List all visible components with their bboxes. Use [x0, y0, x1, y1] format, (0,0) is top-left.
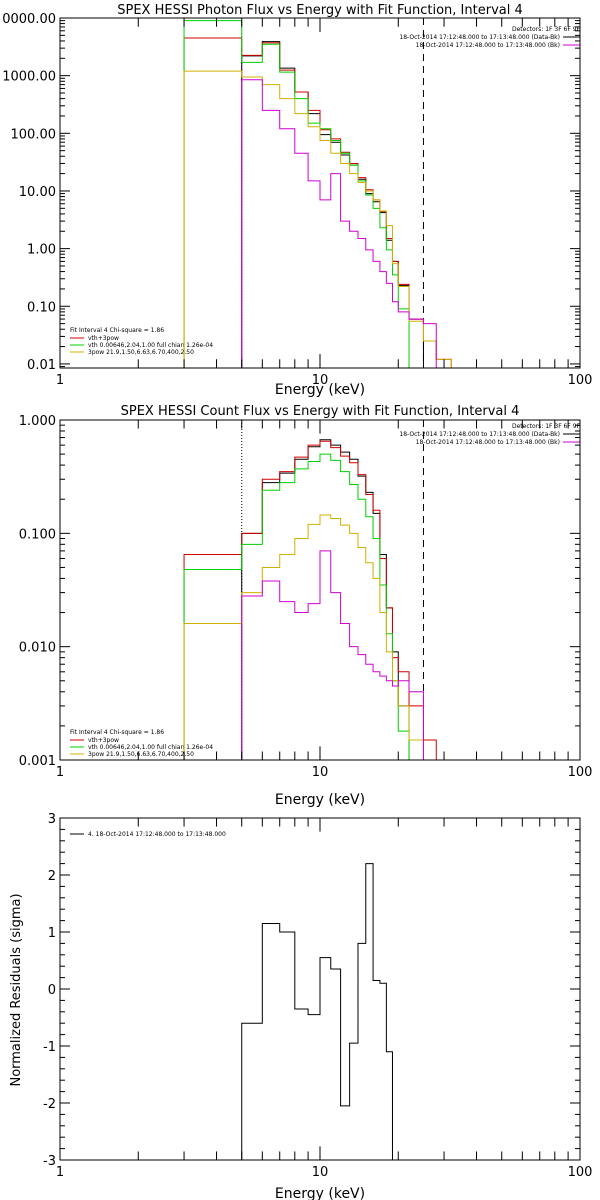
x-axis-label: Energy (keV) [275, 382, 365, 398]
x-axis-label: Energy (keV) [275, 1186, 365, 1200]
legend-label-nonthermal: 3pow 21.9,1.50,6.63,6.70,400,2.50 [88, 751, 194, 758]
y-tick-label: 1000.00 [2, 70, 56, 85]
y-tick-label: -2 [43, 1097, 56, 1112]
series-line-thermal [183, 20, 424, 368]
legend-label-total: vth+3pow [88, 737, 119, 744]
legend-label-thermal: vth 0.00646,2.04,1.00 full chian 1.26e-0… [88, 342, 213, 349]
photon-flux-chart: SPEX HESSI Photon Flux vs Energy with Fi… [2, 3, 592, 398]
series-line-data [241, 41, 424, 368]
x-tick-label: 10 [312, 765, 329, 780]
x-tick-label: 1 [56, 373, 64, 388]
y-tick-label: 0.001 [19, 754, 56, 769]
series-line-nonthermal [183, 514, 424, 760]
y-tick-label: 0.010 [19, 641, 56, 656]
legend-label-thermal: vth 0.00646,2.04,1.00 full chian 1.26e-0… [88, 744, 213, 751]
x-tick-label: 10 [312, 1165, 329, 1180]
header-line-1: Detectors: 1F 3F 6F 9F [512, 26, 581, 33]
y-tick-label: -3 [43, 1154, 56, 1169]
y-tick-label: 1 [48, 926, 56, 941]
chart-title: SPEX HESSI Photon Flux vs Energy with Fi… [117, 3, 523, 18]
x-tick-label: 10 [312, 373, 329, 388]
x-axis-label: Energy (keV) [275, 792, 365, 808]
y-tick-label: 0.100 [19, 527, 56, 542]
series-line-4-18-oct-2014-17-12-48-000-to-17-13-48-000 [241, 863, 399, 1160]
x-tick-label: 100 [568, 765, 593, 780]
header-line-2: 18-Oct-2014 17:12:48.000 to 17:13:48.000… [399, 34, 560, 41]
y-tick-label: 3 [48, 812, 56, 827]
y-tick-label: 1.000 [19, 414, 56, 429]
y-axis-label: Normalized Residuals (sigma) [9, 893, 24, 1086]
y-tick-label: 0000.00 [2, 12, 56, 27]
y-tick-label: 0.10 [27, 300, 56, 315]
header-line-3: 18-Oct-2014 17:12:48.000 to 17:13:48.000… [416, 439, 560, 446]
y-tick-label: 0.01 [27, 358, 56, 373]
legend-label-nonthermal: 3pow 21.9,1.50,6.63,6.70,400,2.50 [88, 349, 194, 356]
y-tick-label: 100.00 [11, 127, 57, 142]
count-flux-chart: SPEX HESSI Count Flux vs Energy with Fit… [19, 404, 593, 808]
x-tick-label: 100 [568, 373, 593, 388]
y-tick-label: -1 [43, 1040, 56, 1055]
header-line-2: 18-Oct-2014 17:12:48.000 to 17:13:48.000… [399, 431, 560, 438]
series-line-nonthermal [183, 70, 452, 368]
y-tick-label: 0 [48, 983, 56, 998]
series-line-total [183, 37, 452, 368]
series-line-data [241, 439, 410, 760]
series-line-total [183, 440, 437, 760]
legend-title: Fit Interval 4 Chi-square = 1.86 [70, 327, 164, 334]
x-tick-label: 1 [56, 765, 64, 780]
legend-label-total: vth+3pow [88, 335, 119, 342]
series-line-background [241, 79, 437, 368]
y-tick-label: 1.00 [27, 243, 56, 258]
header-line-3: 18-Oct-2014 17:12:48.000 to 17:13:48.000… [416, 42, 560, 49]
header-line-1: Detectors: 1F 3F 6F 9F [512, 423, 581, 430]
y-tick-label: 10.00 [19, 185, 56, 200]
x-tick-label: 100 [568, 1165, 593, 1180]
residuals-chart: Energy (keV) Normalized Residuals (sigma… [9, 812, 592, 1200]
series-line-thermal [183, 453, 410, 760]
x-tick-label: 1 [56, 1165, 64, 1180]
y-tick-label: 2 [48, 869, 56, 884]
chart-title: SPEX HESSI Count Flux vs Energy with Fit… [121, 404, 520, 419]
series-line-background [241, 550, 424, 760]
legend-label-residuals: 4. 18-Oct-2014 17:12:48.000 to 17:13:48.… [88, 831, 226, 838]
legend-title: Fit Interval 4 Chi-square = 1.86 [70, 729, 164, 736]
